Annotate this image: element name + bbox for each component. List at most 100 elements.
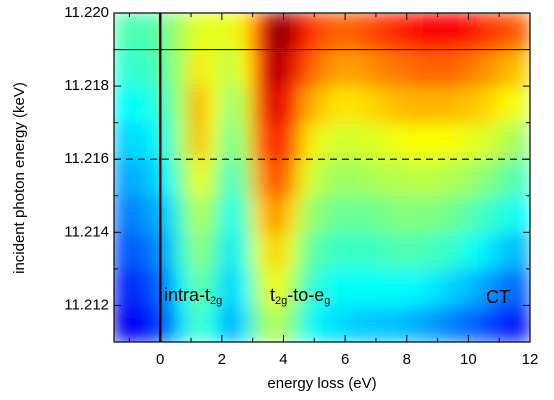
heat-cell (329, 122, 346, 160)
annotation: intra-t2g (164, 285, 222, 307)
heat-cell (375, 231, 392, 270)
heat-cell (298, 231, 315, 270)
heat-cell (282, 122, 300, 160)
heat-cell (175, 268, 192, 306)
heat-cell (236, 231, 254, 270)
heat-cell (114, 268, 130, 306)
heat-cell (483, 122, 500, 160)
heat-cell (313, 268, 331, 306)
y-tick-label: 11.212 (64, 296, 109, 313)
heat-cell (144, 49, 161, 87)
heat-cell (375, 158, 392, 197)
heat-cell (128, 13, 146, 51)
heat-cell (159, 231, 177, 270)
heat-cell (498, 13, 516, 51)
heat-cell (421, 122, 439, 160)
heat-cell (344, 304, 362, 342)
heat-cell (452, 13, 469, 51)
heat-cell (390, 49, 408, 87)
heat-cell (452, 195, 469, 233)
heat-cell (159, 158, 177, 197)
heat-cell (344, 158, 362, 197)
heat-cell (437, 49, 454, 87)
heat-cell (421, 195, 439, 233)
heatmap (114, 13, 530, 342)
heat-cell (298, 85, 315, 124)
heat-cell (114, 122, 130, 160)
heat-cell (406, 231, 423, 270)
heat-cell (175, 49, 192, 87)
heat-cell (498, 195, 516, 233)
heat-cell (313, 13, 331, 51)
heat-cell (175, 85, 192, 124)
heat-cell (159, 85, 177, 124)
heat-cell (360, 231, 377, 270)
heat-cell (514, 13, 530, 51)
heat-cell (329, 49, 346, 87)
heat-cell (205, 122, 223, 160)
heat-cell (406, 13, 423, 51)
heat-cell (360, 13, 377, 51)
y-tick-label: 11.218 (64, 77, 109, 94)
heat-cell (375, 122, 392, 160)
x-tick-label: 4 (279, 351, 287, 368)
heat-cell (128, 85, 146, 124)
heat-cell (114, 85, 130, 124)
heat-cell (267, 85, 284, 124)
heat-cell (406, 49, 423, 87)
annotation: CT (486, 287, 510, 307)
heat-cell (421, 304, 439, 342)
heat-cell (514, 158, 530, 197)
heat-cell (175, 13, 192, 51)
heat-cell (498, 122, 516, 160)
heat-cell (437, 195, 454, 233)
annotation-subscript: 2g (210, 295, 222, 307)
heat-cell (498, 304, 516, 342)
heat-cell (144, 122, 161, 160)
heat-cell (252, 304, 269, 342)
heat-cell (252, 268, 269, 306)
x-tick-label: 12 (522, 351, 539, 368)
heat-cell (329, 231, 346, 270)
heat-cell (360, 304, 377, 342)
heat-cell (498, 49, 516, 87)
heat-cell (205, 268, 223, 306)
heat-cell (390, 231, 408, 270)
heat-cell (252, 195, 269, 233)
heat-cell (159, 268, 177, 306)
x-tick-label: 2 (218, 351, 226, 368)
heat-cell (467, 122, 485, 160)
heat-cell (128, 231, 146, 270)
heat-cell (329, 85, 346, 124)
heat-cell (437, 268, 454, 306)
heat-cell (282, 231, 300, 270)
heat-cell (190, 268, 207, 306)
heat-cell (252, 158, 269, 197)
heat-cell (467, 13, 485, 51)
heat-cell (421, 49, 439, 87)
heat-cell (298, 195, 315, 233)
heat-cell (298, 158, 315, 197)
heat-cell (175, 231, 192, 270)
heat-cell (114, 13, 130, 51)
x-tick-label: 6 (341, 351, 349, 368)
heat-cell (498, 231, 516, 270)
heat-cell (437, 85, 454, 124)
heat-cell (190, 231, 207, 270)
heat-cell (483, 268, 500, 306)
plot-frame (113, 12, 531, 343)
heat-cell (282, 85, 300, 124)
heat-cell (344, 195, 362, 233)
heat-cell (437, 13, 454, 51)
heat-cell (205, 195, 223, 233)
heat-cell (205, 13, 223, 51)
heat-cell (221, 268, 238, 306)
heat-cell (221, 85, 238, 124)
heat-cell (313, 304, 331, 342)
heat-cell (360, 195, 377, 233)
heat-cell (175, 195, 192, 233)
heat-cell (128, 195, 146, 233)
heat-cell (159, 304, 177, 342)
annotation-text: intra-t (164, 285, 210, 305)
